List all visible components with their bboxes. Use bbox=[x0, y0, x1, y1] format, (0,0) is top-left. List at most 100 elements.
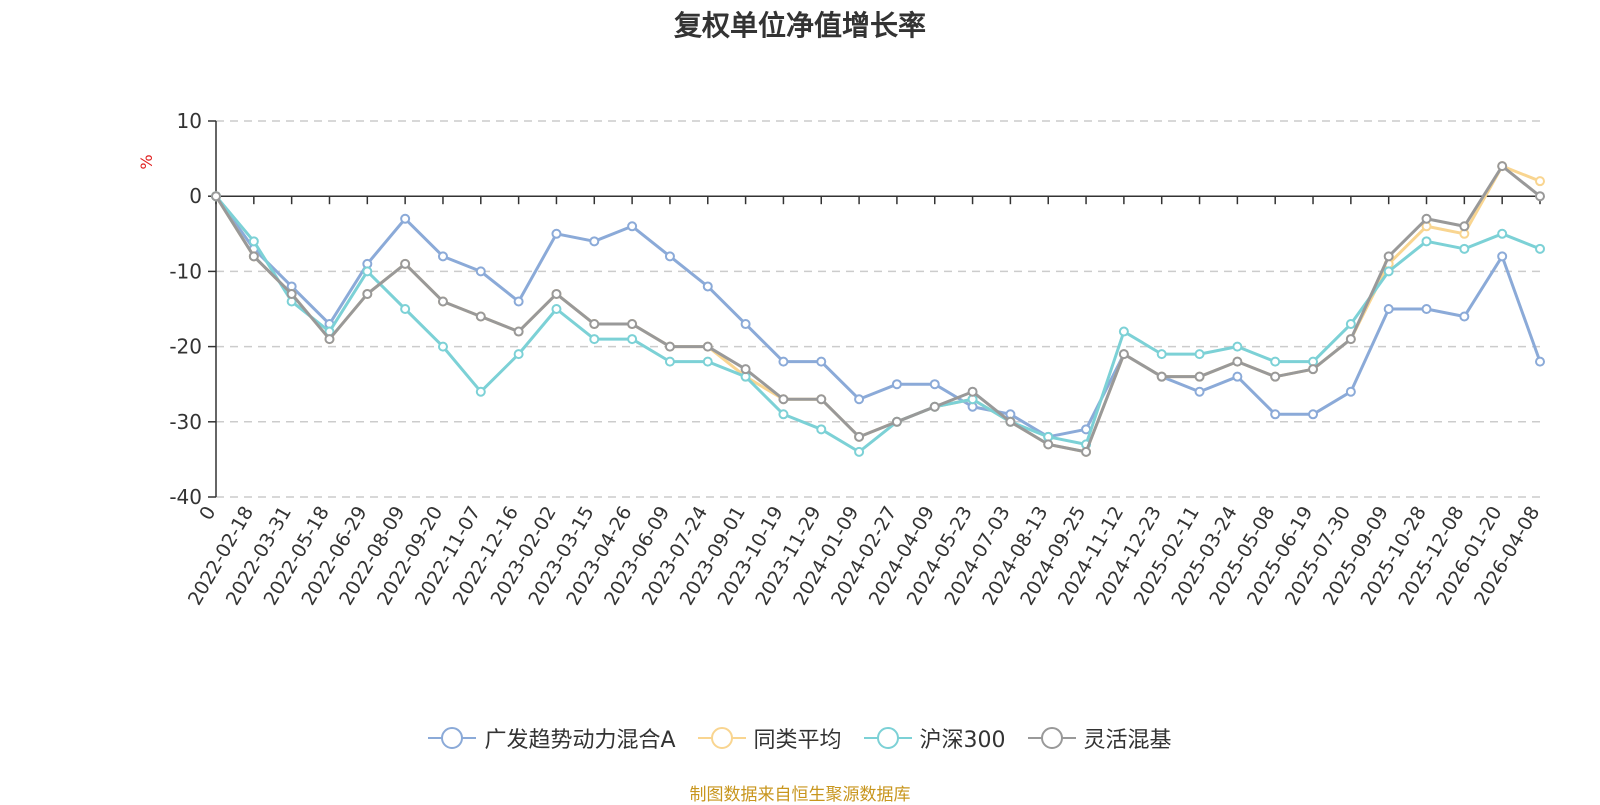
data-point bbox=[1385, 305, 1393, 313]
data-point bbox=[969, 388, 977, 396]
data-point bbox=[477, 313, 485, 321]
data-point bbox=[439, 297, 447, 305]
line-chart: 100-10-20-30-40%02022-02-182022-03-31202… bbox=[0, 0, 1600, 700]
data-point bbox=[477, 267, 485, 275]
data-point bbox=[817, 425, 825, 433]
data-point bbox=[363, 267, 371, 275]
data-point bbox=[1196, 373, 1204, 381]
data-point bbox=[1460, 313, 1468, 321]
legend-marker-circle bbox=[1042, 728, 1062, 748]
data-point bbox=[628, 335, 636, 343]
data-point bbox=[325, 335, 333, 343]
data-point bbox=[1006, 418, 1014, 426]
data-point bbox=[363, 290, 371, 298]
data-point bbox=[250, 237, 258, 245]
data-point bbox=[855, 448, 863, 456]
data-point bbox=[855, 395, 863, 403]
data-point bbox=[439, 252, 447, 260]
source-note: 制图数据来自恒生聚源数据库 bbox=[0, 780, 1600, 805]
data-point bbox=[1536, 177, 1544, 185]
data-point bbox=[779, 395, 787, 403]
data-point bbox=[1233, 373, 1241, 381]
legend-marker-circle bbox=[712, 728, 732, 748]
data-point bbox=[1385, 267, 1393, 275]
legend-marker-icon bbox=[864, 726, 912, 750]
data-point bbox=[1536, 358, 1544, 366]
data-point bbox=[439, 343, 447, 351]
data-point bbox=[817, 395, 825, 403]
data-point bbox=[1271, 410, 1279, 418]
data-point bbox=[893, 418, 901, 426]
data-point bbox=[893, 380, 901, 388]
legend-label: 广发趋势动力混合A bbox=[484, 722, 675, 754]
data-point bbox=[666, 358, 674, 366]
data-point bbox=[1120, 350, 1128, 358]
y-tick-label: 10 bbox=[177, 109, 202, 133]
data-point bbox=[704, 358, 712, 366]
y-tick-label: -30 bbox=[169, 410, 202, 434]
data-point bbox=[1423, 215, 1431, 223]
data-point bbox=[212, 192, 220, 200]
data-point bbox=[628, 320, 636, 328]
grid-layer bbox=[216, 121, 1540, 497]
data-point bbox=[288, 290, 296, 298]
data-point bbox=[1423, 237, 1431, 245]
data-point bbox=[742, 365, 750, 373]
data-point bbox=[401, 260, 409, 268]
data-point bbox=[1120, 328, 1128, 336]
data-point bbox=[477, 388, 485, 396]
legend: 广发趋势动力混合A 同类平均 沪深300 灵活混基 bbox=[0, 722, 1600, 754]
data-point bbox=[552, 230, 560, 238]
data-point bbox=[1233, 343, 1241, 351]
data-point bbox=[1460, 245, 1468, 253]
data-point bbox=[590, 320, 598, 328]
legend-label: 灵活混基 bbox=[1084, 722, 1172, 754]
label-layer: 100-10-20-30-40%02022-02-182022-03-31202… bbox=[137, 109, 1544, 609]
legend-marker-circle bbox=[442, 728, 462, 748]
data-point bbox=[1347, 335, 1355, 343]
data-point bbox=[515, 328, 523, 336]
data-point bbox=[1309, 365, 1317, 373]
data-point bbox=[1347, 320, 1355, 328]
legend-item[interactable]: 广发趋势动力混合A bbox=[428, 722, 675, 754]
y-axis-label: % bbox=[137, 154, 156, 169]
series-line bbox=[216, 166, 1540, 452]
data-point bbox=[1044, 440, 1052, 448]
data-point bbox=[779, 358, 787, 366]
series-line bbox=[216, 166, 1540, 452]
data-point bbox=[704, 343, 712, 351]
data-point bbox=[1082, 448, 1090, 456]
data-point bbox=[1423, 305, 1431, 313]
data-point bbox=[401, 305, 409, 313]
data-point bbox=[1498, 252, 1506, 260]
series-1 bbox=[212, 162, 1544, 456]
legend-item[interactable]: 灵活混基 bbox=[1028, 722, 1172, 754]
data-point bbox=[1385, 252, 1393, 260]
data-point bbox=[1196, 350, 1204, 358]
data-point bbox=[1309, 410, 1317, 418]
y-tick-label: 0 bbox=[189, 184, 202, 208]
data-point bbox=[628, 222, 636, 230]
data-point bbox=[1271, 373, 1279, 381]
legend-item[interactable]: 沪深300 bbox=[864, 722, 1006, 754]
data-point bbox=[401, 215, 409, 223]
data-point bbox=[779, 410, 787, 418]
data-point bbox=[590, 335, 598, 343]
data-point bbox=[931, 403, 939, 411]
data-point bbox=[552, 305, 560, 313]
legend-item[interactable]: 同类平均 bbox=[698, 722, 842, 754]
data-point bbox=[817, 358, 825, 366]
data-point bbox=[1158, 350, 1166, 358]
series-3 bbox=[212, 162, 1544, 456]
data-point bbox=[250, 252, 258, 260]
data-point bbox=[1233, 358, 1241, 366]
legend-marker-icon bbox=[1028, 726, 1076, 750]
data-point bbox=[855, 433, 863, 441]
legend-label: 同类平均 bbox=[754, 722, 842, 754]
data-point bbox=[1271, 358, 1279, 366]
legend-label: 沪深300 bbox=[920, 722, 1006, 754]
series-layer bbox=[212, 162, 1544, 456]
data-point bbox=[1536, 245, 1544, 253]
y-tick-label: -20 bbox=[169, 335, 202, 359]
legend-marker-icon bbox=[698, 726, 746, 750]
